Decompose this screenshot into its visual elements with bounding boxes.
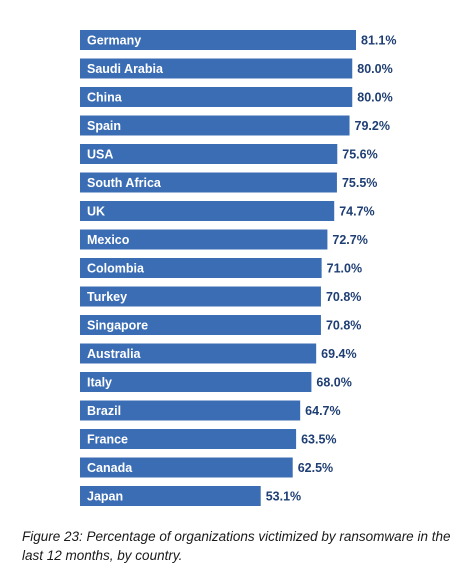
bar-australia	[80, 343, 317, 364]
category-label-brazil: Brazil	[87, 404, 121, 418]
value-label-germany: 81.1%	[361, 34, 396, 48]
value-label-spain: 79.2%	[355, 119, 390, 133]
bar-row-uk: UK 74.7%	[80, 201, 375, 221]
category-label-usa: USA	[87, 148, 113, 162]
category-label-australia: Australia	[87, 347, 142, 361]
bar-germany	[80, 30, 356, 50]
value-label-usa: 75.6%	[342, 148, 377, 162]
category-label-saudi-arabia: Saudi Arabia	[87, 62, 164, 76]
value-label-canada: 62.5%	[298, 461, 333, 475]
category-label-south-africa: South Africa	[87, 176, 162, 190]
category-label-china: China	[87, 91, 123, 105]
bar-mexico	[80, 229, 328, 250]
bar-chart: Germany 81.1%Saudi Arabia 80.0%China 80.0%S…	[80, 30, 396, 506]
bar-turkey	[80, 286, 321, 307]
figure-caption: Figure 23: Percentage of organizations v…	[22, 529, 451, 563]
bar-spain	[80, 115, 350, 136]
bar-canada	[80, 457, 293, 478]
bar-row-south-africa: South Africa 75.5%	[80, 172, 377, 193]
category-label-germany: Germany	[87, 34, 141, 48]
category-label-italy: Italy	[87, 376, 112, 390]
bar-row-turkey: Turkey 70.8%	[80, 286, 361, 307]
category-label-spain: Spain	[87, 119, 121, 133]
category-label-turkey: Turkey	[87, 290, 127, 304]
value-label-singapore: 70.8%	[326, 319, 361, 333]
bar-row-france: France 63.5%	[80, 429, 337, 449]
category-label-canada: Canada	[87, 461, 133, 475]
bar-row-saudi-arabia: Saudi Arabia 80.0%	[80, 58, 393, 79]
category-label-mexico: Mexico	[87, 233, 130, 247]
bar-row-canada: Canada 62.5%	[80, 457, 333, 478]
bar-saudi-arabia	[80, 58, 353, 79]
value-label-australia: 69.4%	[321, 347, 356, 361]
bar-south-africa	[80, 172, 337, 193]
bar-usa	[80, 144, 338, 164]
value-label-italy: 68.0%	[316, 376, 351, 390]
bar-row-japan: Japan 53.1%	[80, 486, 301, 506]
bar-japan	[80, 486, 261, 506]
category-label-france: France	[87, 433, 128, 447]
value-label-colombia: 71.0%	[327, 262, 362, 276]
bar-row-mexico: Mexico 72.7%	[80, 229, 368, 250]
bar-row-colombia: Colombia 71.0%	[80, 258, 362, 278]
value-label-france: 63.5%	[301, 433, 336, 447]
value-label-saudi-arabia: 80.0%	[357, 62, 392, 76]
category-label-japan: Japan	[87, 490, 123, 504]
value-label-mexico: 72.7%	[332, 233, 367, 247]
value-label-china: 80.0%	[357, 91, 392, 105]
bar-row-italy: Italy 68.0%	[80, 372, 352, 392]
bar-france	[80, 429, 297, 449]
value-label-japan: 53.1%	[266, 490, 301, 504]
bar-uk	[80, 201, 335, 221]
value-label-south-africa: 75.5%	[342, 176, 377, 190]
value-label-turkey: 70.8%	[326, 290, 361, 304]
bar-row-china: China 80.0%	[80, 87, 393, 107]
bar-brazil	[80, 400, 301, 421]
bar-row-brazil: Brazil 64.7%	[80, 400, 341, 421]
bar-row-germany: Germany 81.1%	[80, 30, 396, 50]
value-label-brazil: 64.7%	[305, 404, 340, 418]
bar-row-australia: Australia 69.4%	[80, 343, 357, 364]
bar-row-spain: Spain 79.2%	[80, 115, 390, 136]
bar-china	[80, 87, 353, 107]
category-label-uk: UK	[87, 205, 105, 219]
bar-row-singapore: Singapore 70.8%	[80, 315, 361, 335]
bar-row-usa: USA 75.6%	[80, 144, 378, 164]
category-label-colombia: Colombia	[87, 262, 145, 276]
category-label-singapore: Singapore	[87, 319, 148, 333]
bar-singapore	[80, 315, 321, 335]
value-label-uk: 74.7%	[339, 205, 374, 219]
bar-italy	[80, 372, 312, 392]
bar-colombia	[80, 258, 322, 278]
